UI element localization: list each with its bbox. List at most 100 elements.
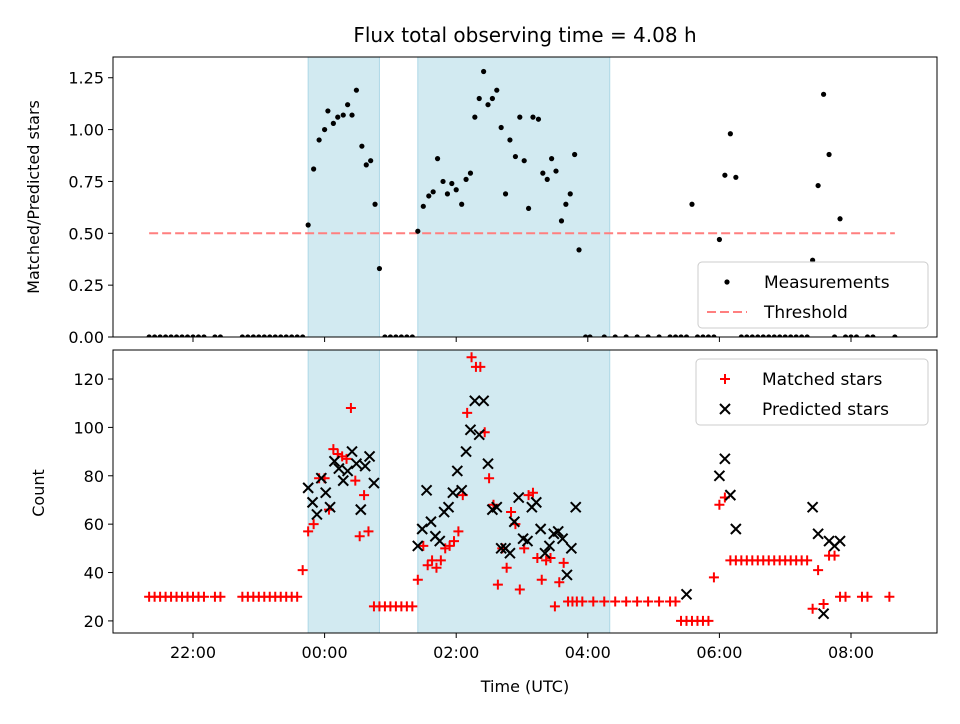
measurement-point bbox=[711, 334, 717, 337]
predicted-star-point bbox=[315, 472, 328, 484]
measurement-point bbox=[152, 334, 158, 337]
measurement-point bbox=[330, 120, 336, 126]
bottom-plot-area bbox=[144, 352, 895, 626]
matched-star-point bbox=[654, 596, 665, 607]
top-y-tick-label: 0.00 bbox=[68, 328, 104, 347]
matched-star-point bbox=[431, 562, 442, 573]
measurement-point bbox=[799, 334, 805, 337]
predicted-star-point bbox=[543, 540, 556, 552]
predicted-star-point bbox=[724, 489, 737, 501]
measurement-point bbox=[463, 176, 469, 182]
measurement-point bbox=[349, 112, 355, 118]
legend-predicted-marker bbox=[719, 403, 731, 415]
x-tick-label: 04:00 bbox=[565, 643, 611, 662]
bottom-y-axis-label: Count bbox=[29, 469, 48, 517]
measurement-point bbox=[195, 334, 202, 337]
predicted-star-point bbox=[534, 523, 547, 535]
measurement-point bbox=[749, 334, 755, 337]
predicted-star-point bbox=[491, 501, 503, 513]
measurement-point bbox=[345, 102, 351, 108]
top-y-axis-label: Matched/Predicted stars bbox=[24, 100, 43, 294]
x-tick-label: 00:00 bbox=[302, 643, 348, 662]
predicted-star-point bbox=[469, 395, 481, 407]
top-panel: 0.00 0.25 0.50 0.75 1.00 1.25 Measurements Thre… bbox=[68, 56, 938, 347]
predicted-star-point bbox=[508, 516, 521, 528]
bottom-y-tick-label: 80 bbox=[84, 467, 104, 486]
matched-star-point bbox=[558, 557, 569, 568]
predicted-star-point bbox=[539, 547, 551, 559]
measurement-point bbox=[689, 201, 695, 207]
measurement-point bbox=[870, 334, 876, 337]
top-y-tick-label: 1.00 bbox=[68, 121, 104, 140]
bottom-y-tick-label: 20 bbox=[84, 612, 104, 631]
matched-star-point bbox=[427, 555, 438, 566]
matched-star-point bbox=[643, 596, 654, 607]
matched-star-point bbox=[577, 596, 588, 607]
measurement-point bbox=[340, 112, 346, 118]
measurement-point bbox=[335, 114, 341, 120]
matched-star-point bbox=[359, 490, 370, 501]
measurement-point bbox=[777, 334, 783, 337]
legend-label: Measurements bbox=[764, 273, 890, 293]
measurement-point bbox=[430, 189, 436, 195]
predicted-star-point bbox=[324, 501, 336, 513]
predicted-star-point bbox=[363, 450, 376, 463]
measurement-point bbox=[771, 334, 777, 337]
matched-star-point bbox=[536, 574, 547, 585]
bottom-observing-band bbox=[417, 349, 611, 634]
predicted-star-point bbox=[521, 535, 534, 547]
measurement-point bbox=[512, 153, 519, 160]
measurement-point bbox=[184, 334, 191, 337]
legend-measurements-marker bbox=[724, 279, 730, 285]
matched-star-point bbox=[422, 560, 433, 571]
bottom-y-tick-label: 100 bbox=[73, 418, 104, 437]
top-y-tick-label: 0.75 bbox=[68, 172, 104, 191]
measurement-point bbox=[831, 334, 838, 337]
matched-star-point bbox=[303, 526, 314, 537]
measurement-point bbox=[766, 334, 772, 337]
matched-star-point bbox=[610, 596, 621, 607]
measurement-point bbox=[601, 334, 607, 337]
matched-star-point bbox=[802, 555, 813, 566]
measurement-point bbox=[476, 95, 482, 102]
measurement-point bbox=[212, 334, 218, 337]
matched-star-point bbox=[341, 453, 352, 464]
measurement-point bbox=[535, 116, 542, 122]
measurement-point bbox=[521, 158, 527, 164]
measurement-point bbox=[656, 334, 662, 337]
measurement-point bbox=[201, 334, 207, 337]
top-y-tick-label: 0.25 bbox=[68, 276, 104, 295]
measurement-point bbox=[563, 201, 569, 207]
measurement-point bbox=[623, 334, 629, 337]
measurement-point bbox=[444, 191, 451, 197]
measurement-point bbox=[300, 334, 306, 337]
matched-star-point bbox=[708, 572, 719, 583]
matched-star-point bbox=[198, 591, 209, 602]
predicted-star-point bbox=[319, 487, 332, 499]
measurement-point bbox=[683, 334, 690, 337]
measurement-point bbox=[553, 168, 559, 174]
measurement-point bbox=[634, 334, 640, 337]
x-tick-label: 02:00 bbox=[433, 643, 479, 662]
predicted-star-point bbox=[442, 501, 455, 513]
measurement-point bbox=[667, 334, 673, 337]
measurement-point bbox=[502, 191, 509, 197]
matched-star-point bbox=[435, 555, 446, 566]
measurement-point bbox=[420, 203, 426, 209]
measurement-point bbox=[239, 334, 245, 337]
measurement-point bbox=[440, 178, 446, 185]
measurement-point bbox=[294, 334, 300, 337]
measurement-point bbox=[549, 156, 555, 162]
measurement-point bbox=[793, 334, 799, 337]
predicted-star-point bbox=[570, 501, 582, 513]
measurement-point bbox=[409, 334, 415, 337]
measurement-point bbox=[467, 170, 474, 176]
predicted-star-point bbox=[482, 457, 494, 470]
legend-matched-marker bbox=[720, 374, 730, 384]
measurement-point bbox=[316, 137, 322, 143]
matched-star-point bbox=[632, 596, 643, 607]
measurement-point bbox=[525, 205, 532, 212]
measurement-point bbox=[815, 182, 821, 189]
matched-star-point bbox=[328, 444, 339, 455]
top-observing-band bbox=[307, 56, 380, 338]
